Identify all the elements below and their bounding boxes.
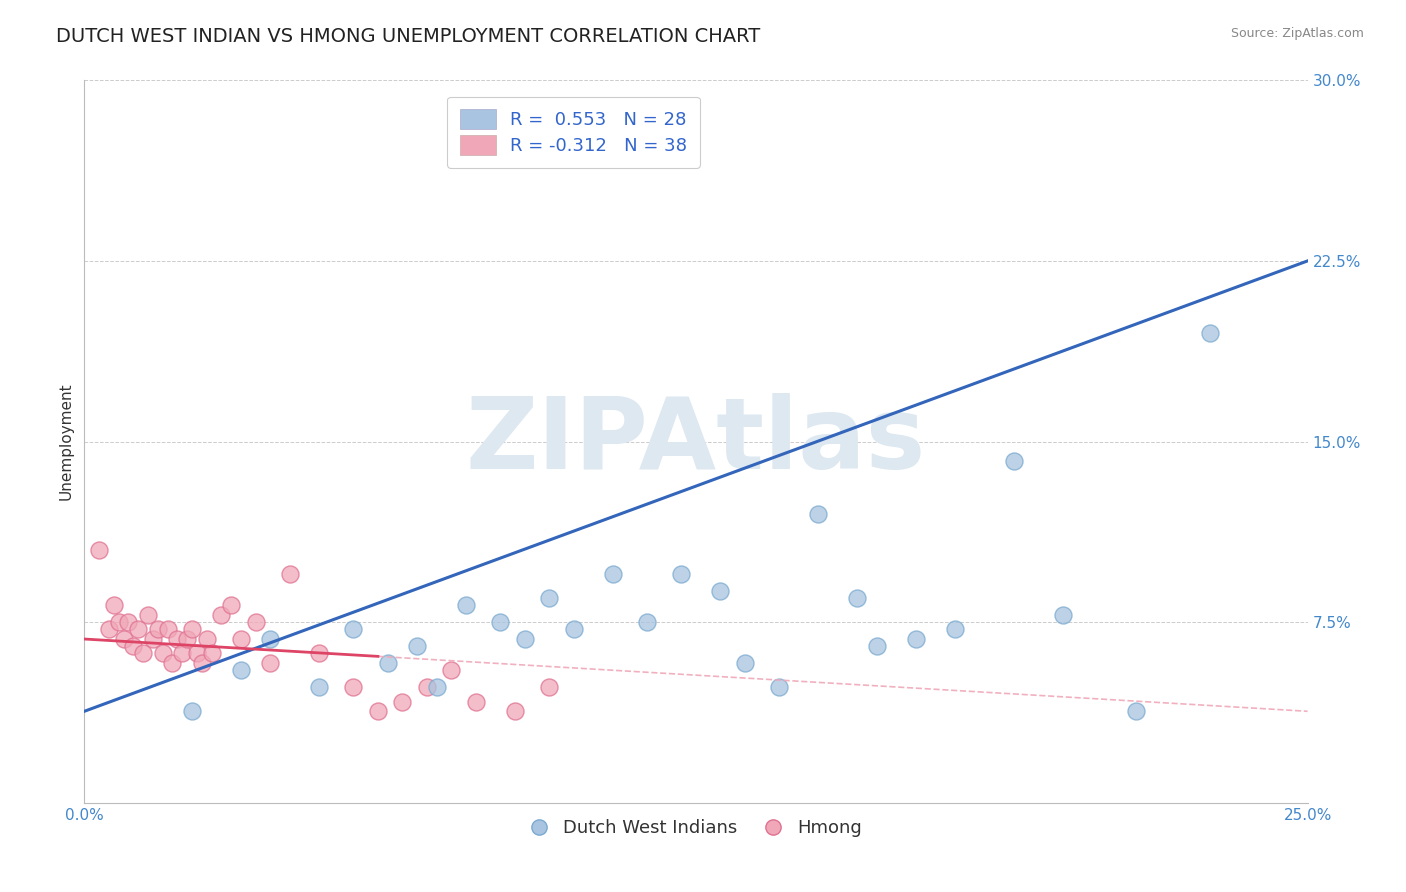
Point	[156, 623, 179, 637]
Point	[122, 639, 145, 653]
Point	[709, 583, 731, 598]
Point	[440, 664, 463, 678]
Point	[162, 656, 184, 670]
Point	[87, 542, 110, 557]
Point	[464, 695, 486, 709]
Point	[229, 632, 252, 646]
Point	[538, 591, 561, 605]
Point	[406, 639, 429, 653]
Point	[636, 615, 658, 630]
Point	[342, 680, 364, 694]
Point	[454, 599, 477, 613]
Point	[146, 623, 169, 637]
Point	[846, 591, 869, 605]
Point	[112, 632, 135, 646]
Point	[538, 680, 561, 694]
Point	[136, 607, 159, 622]
Point	[181, 704, 204, 718]
Y-axis label: Unemployment: Unemployment	[58, 383, 73, 500]
Point	[807, 507, 830, 521]
Point	[142, 632, 165, 646]
Point	[308, 647, 330, 661]
Point	[117, 615, 139, 630]
Text: Source: ZipAtlas.com: Source: ZipAtlas.com	[1230, 27, 1364, 40]
Point	[152, 647, 174, 661]
Point	[219, 599, 242, 613]
Point	[671, 567, 693, 582]
Point	[132, 647, 155, 661]
Point	[489, 615, 512, 630]
Point	[195, 632, 218, 646]
Point	[391, 695, 413, 709]
Point	[181, 623, 204, 637]
Point	[209, 607, 232, 622]
Point	[1052, 607, 1074, 622]
Point	[245, 615, 267, 630]
Point	[172, 647, 194, 661]
Point	[97, 623, 120, 637]
Text: DUTCH WEST INDIAN VS HMONG UNEMPLOYMENT CORRELATION CHART: DUTCH WEST INDIAN VS HMONG UNEMPLOYMENT …	[56, 27, 761, 45]
Point	[513, 632, 536, 646]
Point	[377, 656, 399, 670]
Point	[416, 680, 439, 694]
Point	[503, 704, 526, 718]
Point	[107, 615, 129, 630]
Point	[943, 623, 966, 637]
Point	[278, 567, 301, 582]
Point	[734, 656, 756, 670]
Legend: Dutch West Indians, Hmong: Dutch West Indians, Hmong	[523, 812, 869, 845]
Point	[127, 623, 149, 637]
Point	[602, 567, 624, 582]
Point	[1002, 454, 1025, 468]
Point	[1125, 704, 1147, 718]
Text: ZIPAtlas: ZIPAtlas	[465, 393, 927, 490]
Point	[562, 623, 585, 637]
Point	[103, 599, 125, 613]
Point	[866, 639, 889, 653]
Point	[308, 680, 330, 694]
Point	[259, 632, 281, 646]
Point	[768, 680, 790, 694]
Point	[426, 680, 449, 694]
Point	[367, 704, 389, 718]
Point	[259, 656, 281, 670]
Point	[186, 647, 208, 661]
Point	[176, 632, 198, 646]
Point	[905, 632, 928, 646]
Point	[229, 664, 252, 678]
Point	[166, 632, 188, 646]
Point	[1198, 326, 1220, 340]
Point	[191, 656, 214, 670]
Point	[200, 647, 222, 661]
Point	[342, 623, 364, 637]
